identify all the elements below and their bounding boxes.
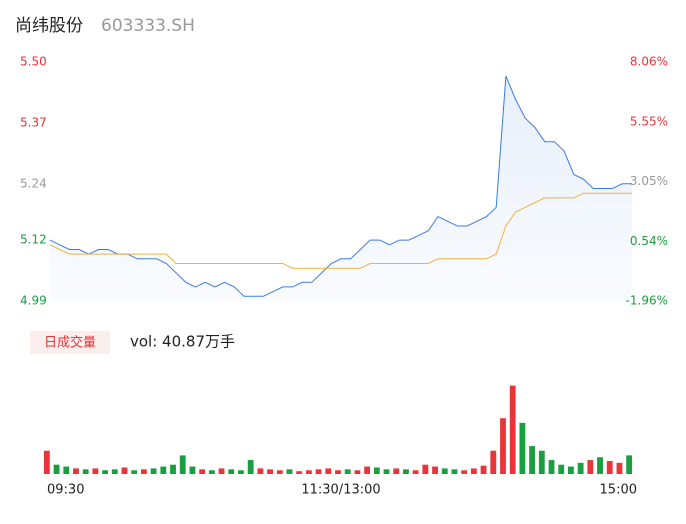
volume-bar <box>354 470 361 474</box>
volume-bar <box>373 467 380 474</box>
price-line <box>49 75 632 297</box>
x-tick-label: 11:30/13:00 <box>301 483 380 498</box>
volume-bar <box>470 468 477 474</box>
volume-bar <box>490 450 497 474</box>
y-tick-label: 4.99 <box>20 294 47 308</box>
volume-bar <box>92 468 99 474</box>
volume-bar <box>82 469 89 474</box>
volume-bar <box>558 464 565 474</box>
volume-bar <box>208 470 215 474</box>
volume-bar <box>500 418 506 474</box>
volume-bar <box>170 464 176 474</box>
average-line <box>49 192 632 269</box>
volume-bar <box>140 469 147 474</box>
y-tick-label: 5.37 <box>20 115 47 129</box>
volume-bar <box>296 471 303 474</box>
volume-bar <box>267 469 273 474</box>
volume-bar <box>538 450 545 474</box>
volume-bar <box>218 468 225 474</box>
stock-code: 603333.SH <box>101 16 195 36</box>
volume-bar <box>73 468 79 474</box>
volume-bar <box>53 464 60 474</box>
volume-bar <box>257 468 264 474</box>
volume-bar <box>461 470 468 474</box>
volume-bar <box>422 464 429 474</box>
volume-label-box <box>30 331 110 354</box>
volume-bar <box>606 460 613 474</box>
volume-bar <box>548 460 555 474</box>
volume-bar <box>568 466 574 474</box>
volume-bar <box>102 470 108 474</box>
y2-tick-label: 3.05% <box>630 174 668 188</box>
volume-bar <box>335 470 341 474</box>
volume-bar <box>480 465 487 474</box>
volume-bar <box>451 469 458 474</box>
volume-label: 日成交量 <box>44 335 96 351</box>
price-area <box>50 76 632 301</box>
volume-title: vol: 40.87万手 <box>130 333 235 351</box>
volume-bar <box>519 422 526 474</box>
volume-bar <box>325 468 332 474</box>
y2-tick-label: 0.54% <box>630 234 668 248</box>
volume-bar <box>383 469 390 474</box>
volume-bar <box>63 466 70 474</box>
volume-bar <box>247 460 254 474</box>
volume-bar <box>160 466 167 474</box>
volume-bar <box>432 466 438 474</box>
volume-bar <box>286 469 293 474</box>
y2-tick-label: 8.06% <box>630 55 668 69</box>
volume-bar <box>529 446 536 474</box>
volume-bar <box>441 468 448 474</box>
stock-name: 尚纬股份 <box>15 16 83 36</box>
volume-bar <box>305 470 312 474</box>
y2-tick-label: 5.55% <box>630 114 668 128</box>
volume-bar <box>393 468 400 474</box>
volume-bar <box>43 450 50 474</box>
volume-bar <box>189 466 196 474</box>
volume-bar <box>509 385 516 474</box>
x-tick-label: 09:30 <box>47 483 84 498</box>
volume-bar <box>403 469 409 474</box>
volume-bar <box>121 467 128 474</box>
volume-bar <box>344 469 351 474</box>
y-tick-label: 5.12 <box>20 233 47 247</box>
volume-bar <box>587 460 594 474</box>
volume-bar <box>364 466 371 474</box>
volume-bar <box>626 455 633 474</box>
volume-bar <box>238 470 244 474</box>
y-tick-label: 5.50 <box>20 55 47 69</box>
volume-bar <box>616 462 623 474</box>
y2-tick-label: -1.96% <box>626 294 668 308</box>
x-tick-label: 15:00 <box>600 483 637 498</box>
volume-bar <box>228 469 235 474</box>
volume-bar <box>577 462 584 474</box>
volume-bar <box>412 470 419 474</box>
volume-bar <box>179 455 186 474</box>
volume-bar <box>276 470 283 474</box>
volume-bar <box>131 470 138 474</box>
volume-bar <box>315 469 322 474</box>
y-tick-label: 5.24 <box>20 176 47 190</box>
volume-bar <box>150 468 157 474</box>
volume-bar <box>199 469 206 474</box>
volume-bar <box>597 457 603 474</box>
volume-bar <box>111 469 118 474</box>
